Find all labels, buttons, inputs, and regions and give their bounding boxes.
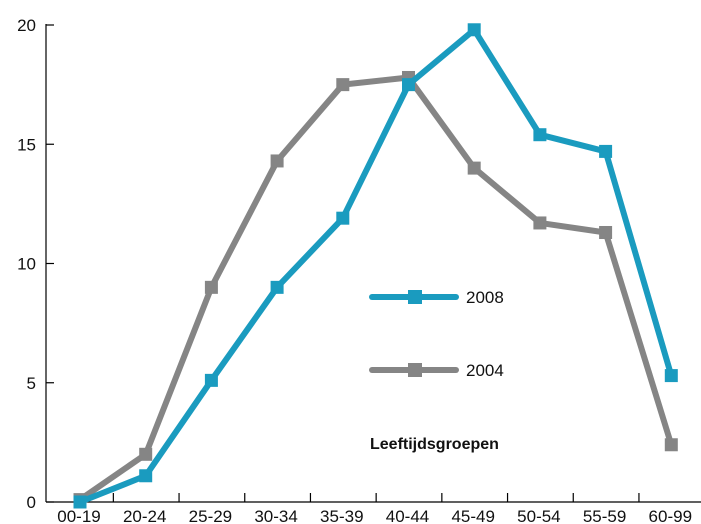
x-tick-label: 40-44 <box>386 507 429 524</box>
data-point <box>270 280 284 294</box>
series-layer <box>73 23 678 509</box>
data-point <box>664 369 678 383</box>
data-point <box>599 144 613 158</box>
y-ticks: 0 5 10 15 20 <box>17 16 54 512</box>
legend-marker <box>408 290 422 304</box>
y-tick-label: 15 <box>17 135 36 154</box>
data-point <box>664 438 678 452</box>
x-tick-label: 20-24 <box>123 507 166 524</box>
data-point <box>204 280 218 294</box>
series-2008 <box>73 23 678 509</box>
legend-item-2004: 2004 <box>369 361 504 380</box>
data-point <box>336 78 350 92</box>
data-point <box>139 447 153 461</box>
data-point <box>599 225 613 239</box>
series-line <box>77 74 675 503</box>
data-point <box>467 161 481 175</box>
data-point <box>533 216 547 230</box>
y-tick-label: 20 <box>17 16 36 35</box>
x-tick-label: 55-59 <box>583 507 626 524</box>
series-line <box>77 26 675 505</box>
legend-label: 2004 <box>466 361 504 380</box>
x-tick-label: 60-99 <box>649 507 692 524</box>
legend-label: 2008 <box>466 288 504 307</box>
data-point <box>270 154 284 168</box>
y-tick-label: 10 <box>17 255 36 274</box>
x-tick-label: 00-19 <box>57 507 100 524</box>
x-tick-label: 25-29 <box>189 507 232 524</box>
legend-item-2008: 2008 <box>369 288 504 307</box>
data-point <box>336 211 350 225</box>
data-point <box>467 23 481 37</box>
data-point <box>204 373 218 387</box>
axes <box>45 24 701 503</box>
x-tick-label: 30-34 <box>254 507 297 524</box>
data-point <box>73 495 87 509</box>
annotation-label: Leeftijdsgroepen <box>370 436 499 453</box>
x-tick-label: 35-39 <box>320 507 363 524</box>
x-tick-label: 45-49 <box>451 507 494 524</box>
data-point <box>533 128 547 142</box>
data-point <box>139 469 153 483</box>
legend-marker <box>408 363 422 377</box>
x-ticks: 00-19 20-24 25-29 30-34 35-39 40-44 45-49 50-54… <box>57 493 692 524</box>
legend: 2008 2004 <box>369 288 504 380</box>
x-tick-label: 50-54 <box>517 507 560 524</box>
y-tick-label: 0 <box>27 493 36 512</box>
y-tick-label: 5 <box>27 374 36 393</box>
data-point <box>402 78 415 92</box>
